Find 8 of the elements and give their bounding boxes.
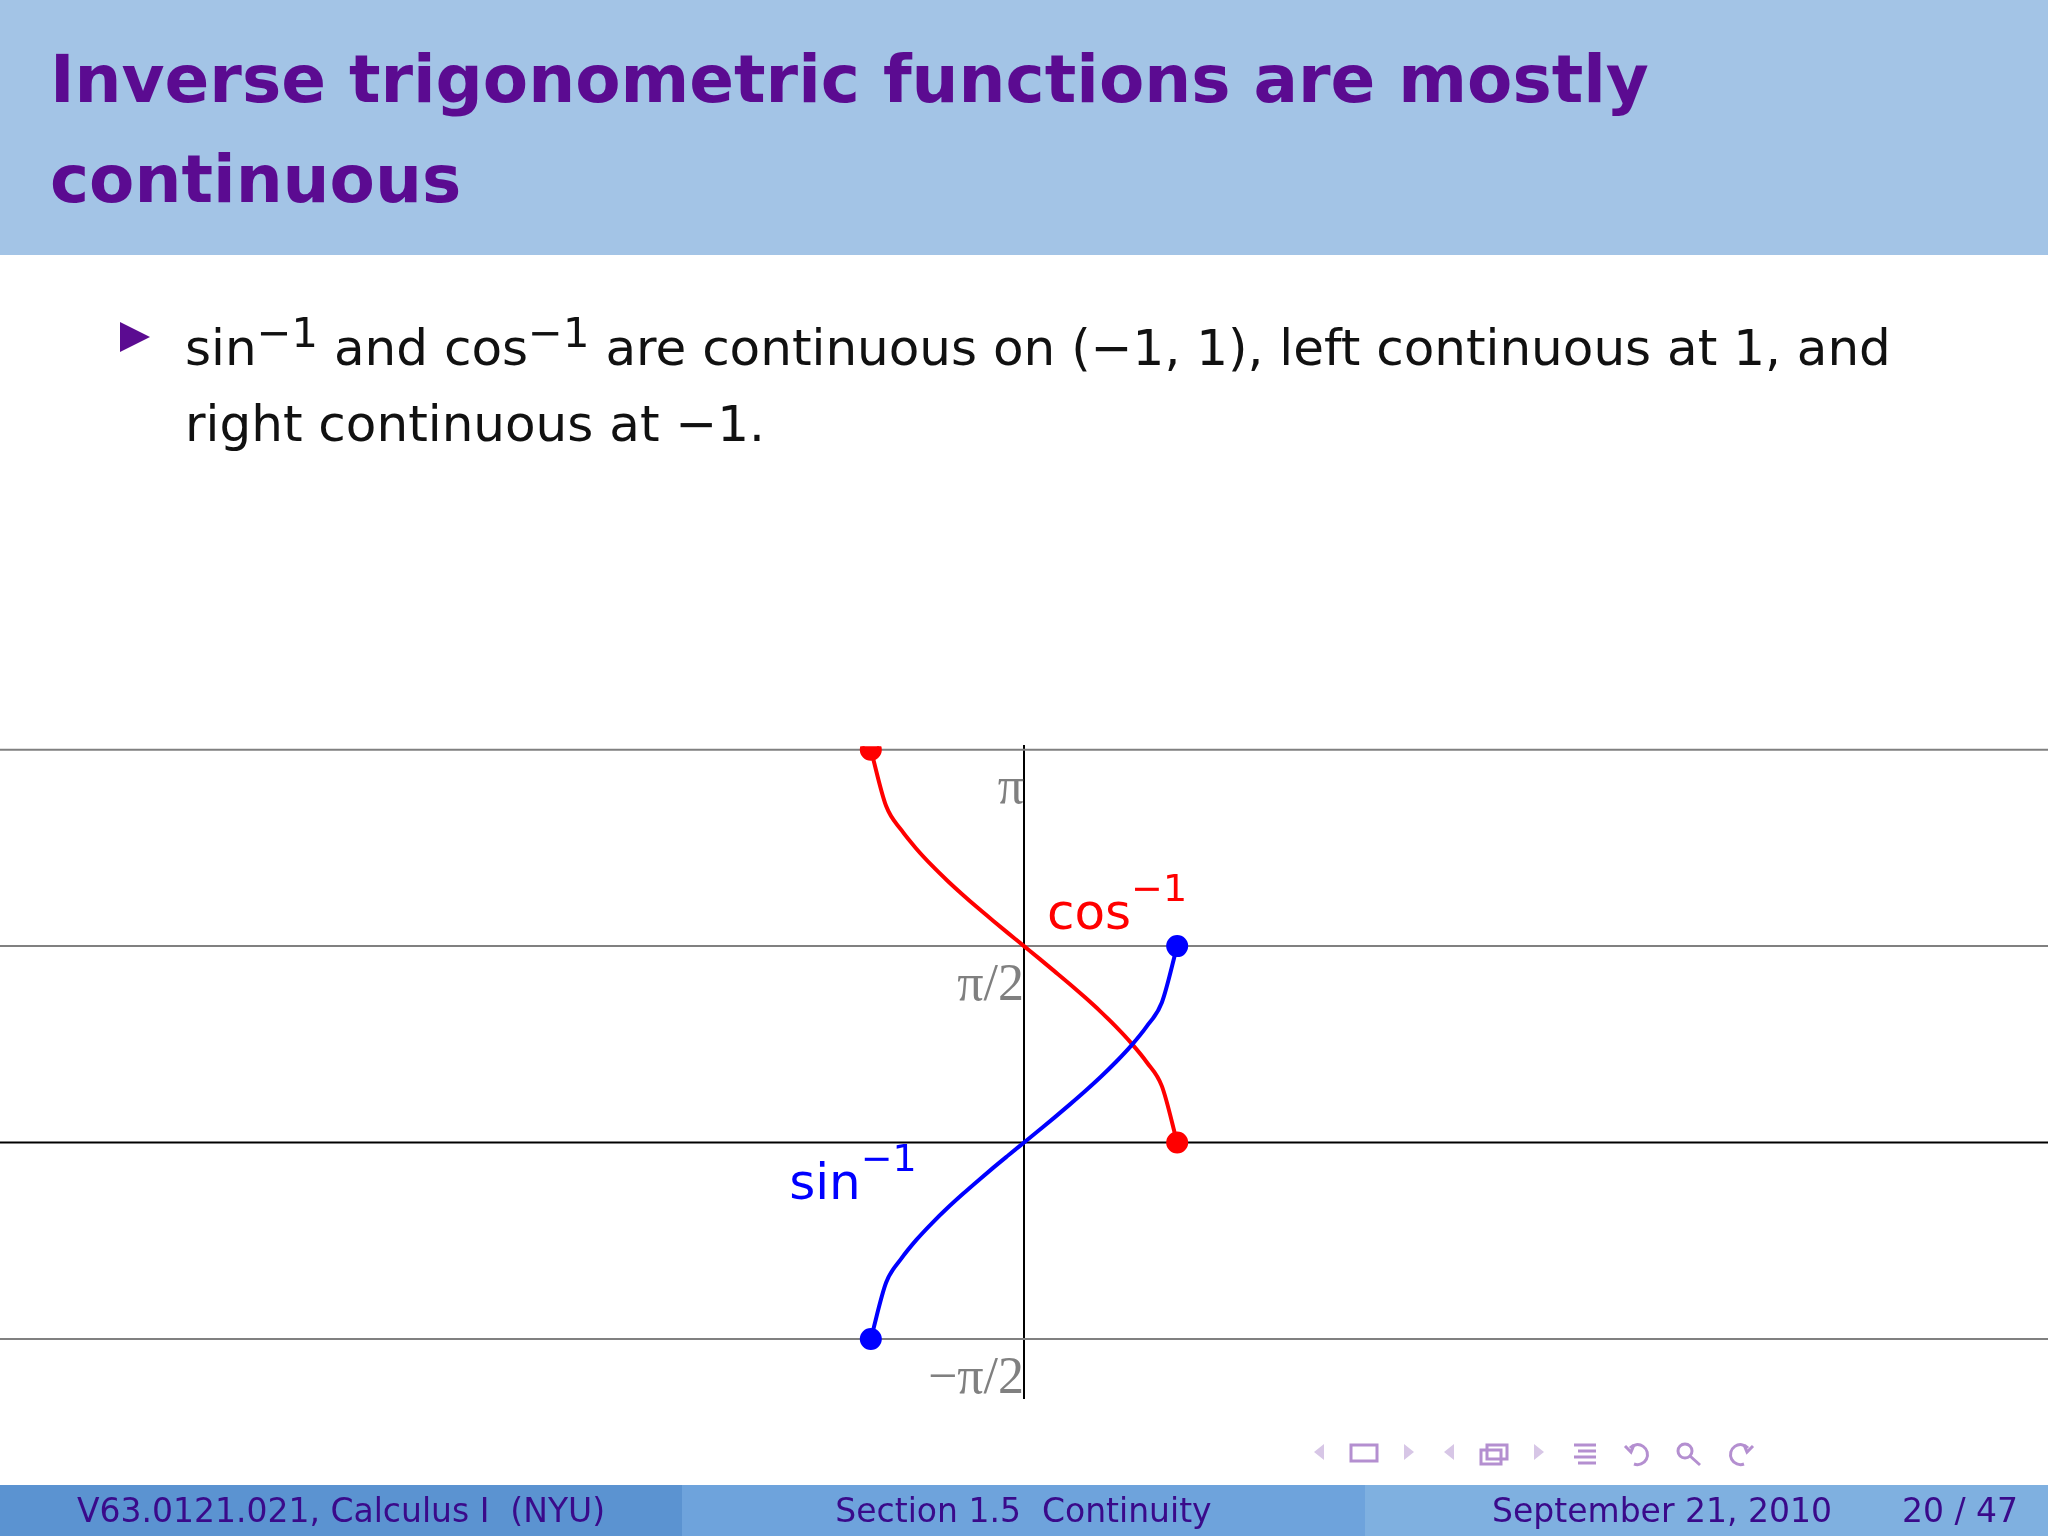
text: September 21, 2010: [1492, 1491, 1832, 1530]
y-tick-label: π/2: [957, 953, 1024, 1011]
chart-subtitle: sin$^{−1}$ and cos$^{−1}$ are continuous on (−1, 1), left continuous at 1, and right continuous at −1.: [185, 307, 1892, 455]
text: Section 1.5 Continuity: [682, 1485, 1365, 1536]
text: 20 / 47: [1901, 1491, 2018, 1530]
chart-title: Inverse trigonometric functions are mostly continuous: [50, 40, 1650, 220]
y-tick-label: −π/2: [927, 1346, 1024, 1404]
text: V63.0121.021, Calculus I (NYU): [0, 1485, 682, 1536]
